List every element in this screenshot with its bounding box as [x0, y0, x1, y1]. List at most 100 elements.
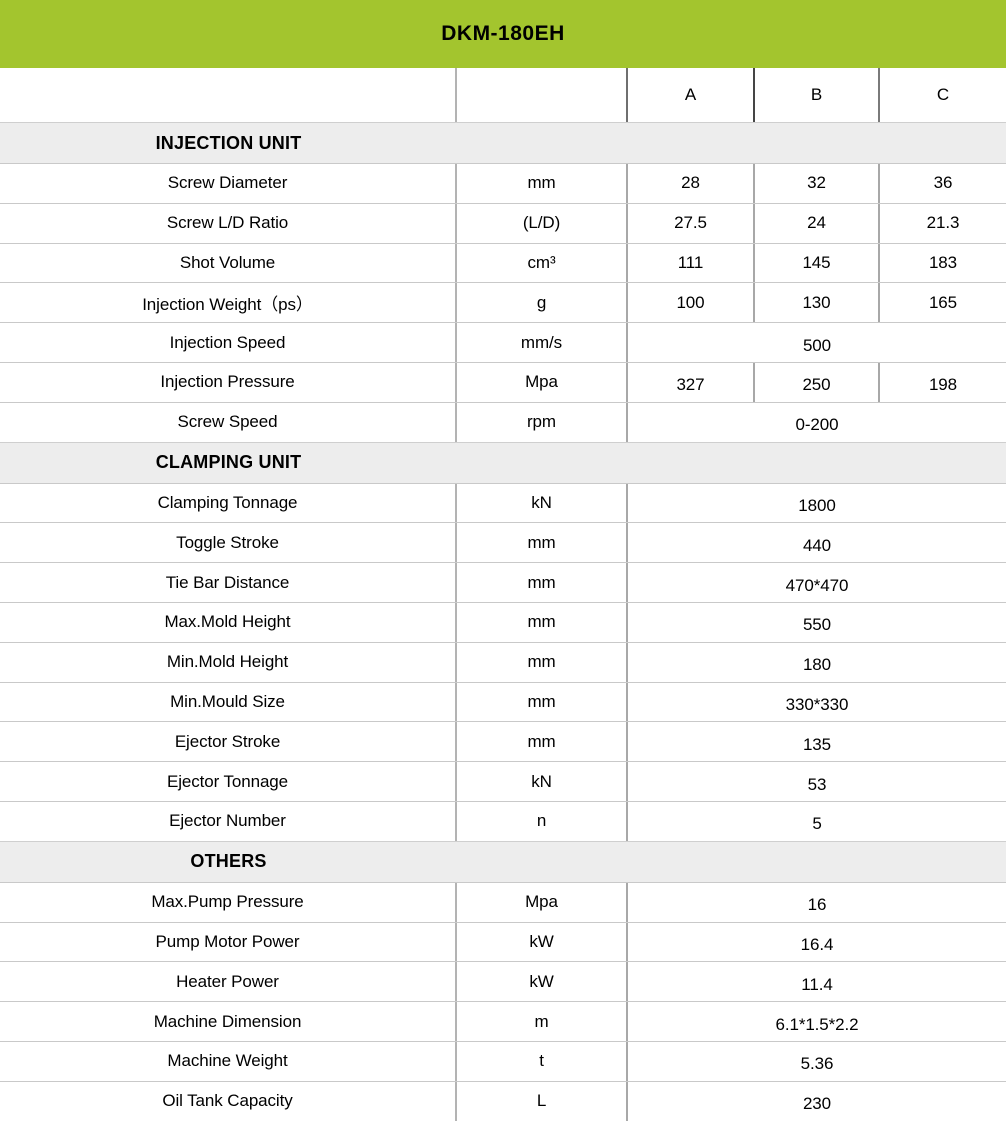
spec-label: Oil Tank Capacity — [0, 1081, 457, 1121]
spec-value-merged: 440 — [802, 535, 832, 555]
spec-unit: mm — [457, 722, 628, 762]
spec-value-c: 165 — [928, 292, 958, 312]
row-machine-weight: Machine Weight t 5.36 — [0, 1040, 1006, 1081]
spec-label: Screw Diameter — [0, 164, 457, 203]
spec-unit: mm — [457, 682, 628, 722]
column-header-row: A B C — [0, 68, 1006, 122]
row-ejector-number: Ejector Number n 5 — [0, 800, 1006, 841]
spec-value-merged: 135 — [802, 734, 832, 754]
spec-unit: mm — [457, 563, 628, 602]
spec-value-c: 36 — [933, 173, 953, 193]
spec-unit: mm/s — [457, 323, 628, 362]
spec-value-a: 27.5 — [628, 203, 755, 243]
spec-value-merged: 1800 — [798, 495, 836, 515]
row-pump-motor-power: Pump Motor Power kW 16.4 — [0, 921, 1006, 962]
section-header-injection-unit: INJECTION UNIT — [0, 122, 1006, 163]
spec-unit: Mpa — [457, 882, 628, 922]
spec-value-c: 21.3 — [926, 213, 960, 233]
model-title: DKM-180EH — [441, 22, 565, 45]
row-min-mould-size: Min.Mould Size mm 330*330 — [0, 681, 1006, 722]
spec-label: Shot Volume — [0, 243, 457, 283]
spec-value-merged: 16.4 — [800, 934, 834, 954]
spec-label: Screw Speed — [0, 402, 457, 442]
spec-label: Ejector Number — [0, 801, 457, 841]
section-title: OTHERS — [190, 851, 267, 872]
spec-value-merged: 53 — [807, 774, 827, 794]
spec-value-merged: 330*330 — [785, 694, 849, 714]
row-tie-bar-distance: Tie Bar Distance mm 470*470 — [0, 562, 1006, 602]
section-header-clamping-unit: CLAMPING UNIT — [0, 441, 1006, 483]
row-heater-power: Heater Power kW 11.4 — [0, 961, 1006, 1002]
spec-label: Machine Dimension — [0, 1002, 457, 1041]
spec-value-a: 28 — [628, 164, 755, 203]
spec-value-merged: 550 — [802, 615, 832, 635]
spec-unit: cm³ — [457, 243, 628, 283]
spec-value-c: 198 — [928, 375, 958, 395]
spec-value-c: 183 — [928, 252, 958, 272]
row-clamping-tonnage: Clamping Tonnage kN 1800 — [0, 482, 1006, 523]
section-header-others: OTHERS — [0, 840, 1006, 882]
spec-unit: rpm — [457, 402, 628, 442]
spec-unit: kW — [457, 922, 628, 962]
spec-value-merged: 230 — [802, 1094, 832, 1114]
column-header-a: A — [628, 68, 755, 122]
spec-unit: Mpa — [457, 362, 628, 402]
row-injection-speed: Injection Speed mm/s 500 — [0, 322, 1006, 362]
spec-value-b: 250 — [755, 362, 880, 402]
spec-value-merged: 500 — [802, 335, 832, 355]
spec-value-a: 111 — [628, 243, 755, 283]
spec-value-merged: 5 — [812, 814, 822, 834]
spec-label: Screw L/D Ratio — [0, 203, 457, 243]
spec-label: Heater Power — [0, 962, 457, 1002]
spec-label: Clamping Tonnage — [0, 483, 457, 523]
row-ejector-stroke: Ejector Stroke mm 135 — [0, 721, 1006, 762]
spec-unit: mm — [457, 523, 628, 563]
spec-label: Injection Weight（ps） — [0, 283, 457, 323]
spec-value-merged: 470*470 — [785, 575, 849, 595]
spec-label: Toggle Stroke — [0, 523, 457, 563]
spec-value-a: 100 — [628, 283, 755, 323]
row-screw-speed: Screw Speed rpm 0-200 — [0, 401, 1006, 442]
spec-value-merged: 0-200 — [795, 415, 839, 435]
spec-unit: mm — [457, 642, 628, 682]
spec-label: Injection Speed — [0, 323, 457, 362]
spec-unit: kN — [457, 483, 628, 523]
row-screw-diameter: Screw Diameter mm 28 32 36 — [0, 163, 1006, 203]
column-header-b: B — [755, 68, 880, 122]
row-injection-pressure: Injection Pressure Mpa 327 250 198 — [0, 361, 1006, 402]
spec-value-merged: 5.36 — [800, 1054, 834, 1074]
spec-value-a: 327 — [628, 362, 755, 402]
row-shot-volume: Shot Volume cm³ 111 145 183 — [0, 242, 1006, 283]
row-injection-weight: Injection Weight（ps） g 100 130 165 — [0, 282, 1006, 323]
row-oil-tank-capacity: Oil Tank Capacity L 230 — [0, 1080, 1006, 1121]
spec-label: Max.Pump Pressure — [0, 882, 457, 922]
row-min-mold-height: Min.Mold Height mm 180 — [0, 641, 1006, 682]
column-header-label-blank — [0, 68, 457, 122]
spec-value-b: 24 — [755, 203, 880, 243]
row-toggle-stroke: Toggle Stroke mm 440 — [0, 522, 1006, 563]
spec-value-b: 145 — [755, 243, 880, 283]
section-title: CLAMPING UNIT — [155, 452, 302, 473]
spec-value-merged: 180 — [802, 655, 832, 675]
spec-value-b: 130 — [755, 283, 880, 323]
spec-label: Ejector Tonnage — [0, 762, 457, 801]
spec-label: Injection Pressure — [0, 362, 457, 402]
section-title: INJECTION UNIT — [155, 132, 302, 153]
spec-value-merged: 16 — [807, 895, 827, 915]
spec-unit: t — [457, 1041, 628, 1081]
spec-label: Ejector Stroke — [0, 722, 457, 762]
spec-label: Pump Motor Power — [0, 922, 457, 962]
spec-label: Max.Mold Height — [0, 602, 457, 642]
spec-label: Min.Mold Height — [0, 642, 457, 682]
spec-unit: mm — [457, 602, 628, 642]
spec-unit: m — [457, 1002, 628, 1041]
row-machine-dimension: Machine Dimension m 6.1*1.5*2.2 — [0, 1001, 1006, 1041]
spec-value-b: 32 — [755, 164, 880, 203]
spec-unit: (L/D) — [457, 203, 628, 243]
spec-label: Min.Mould Size — [0, 682, 457, 722]
column-header-unit-blank — [457, 68, 628, 122]
spec-unit: n — [457, 801, 628, 841]
row-max-pump-pressure: Max.Pump Pressure Mpa 16 — [0, 881, 1006, 922]
row-ejector-tonnage: Ejector Tonnage kN 53 — [0, 761, 1006, 801]
spec-label: Tie Bar Distance — [0, 563, 457, 602]
